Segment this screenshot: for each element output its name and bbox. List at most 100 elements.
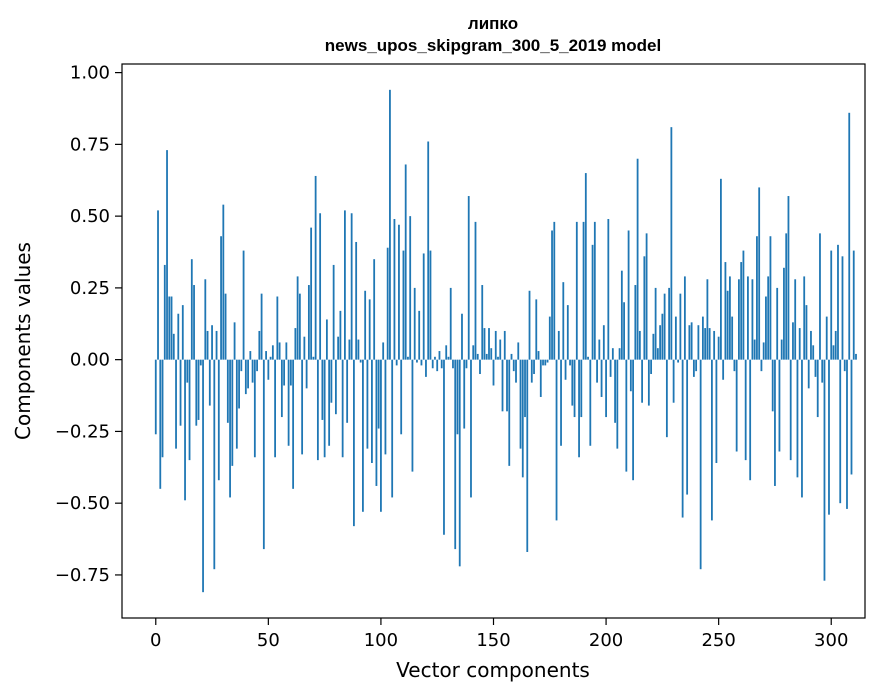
x-tick-label: 100 — [364, 630, 398, 651]
bar — [593, 221, 596, 360]
bar — [758, 187, 761, 360]
bar — [713, 330, 716, 360]
bar — [461, 313, 463, 360]
bar — [501, 359, 504, 412]
bar — [285, 342, 288, 360]
bar — [368, 299, 371, 360]
bar — [443, 359, 445, 535]
bar — [247, 359, 249, 389]
bar — [206, 330, 209, 360]
bar — [479, 359, 481, 375]
bar — [262, 359, 265, 550]
bar — [175, 359, 177, 449]
bar — [226, 359, 229, 423]
bar — [427, 141, 430, 360]
bar — [447, 356, 450, 360]
bar — [407, 356, 409, 360]
bar — [402, 250, 405, 360]
bar — [391, 359, 394, 498]
bar — [821, 359, 824, 383]
bar — [661, 313, 664, 360]
bar — [220, 236, 222, 360]
y-tick-label: 0.25 — [70, 278, 110, 299]
chart-title-line-2: news_upos_skipgram_300_5_2019 model — [325, 36, 661, 55]
bar — [168, 296, 171, 360]
bar — [364, 290, 367, 360]
bar — [812, 345, 815, 360]
bar — [242, 250, 245, 360]
bar — [771, 359, 774, 412]
bar — [665, 359, 668, 438]
y-axis-ticks: 1.00 0.75 0.50 0.25 0.00 −0.25 −0.50 −0.75 — [55, 63, 122, 586]
bar — [355, 241, 358, 360]
bar — [620, 270, 623, 360]
bar — [386, 247, 389, 360]
bar — [303, 336, 306, 360]
bar — [670, 127, 673, 360]
bar — [652, 333, 655, 360]
bar — [686, 359, 689, 495]
bar — [485, 353, 488, 360]
bar — [283, 359, 286, 386]
bar — [472, 345, 475, 360]
y-tick-label: −0.25 — [55, 421, 110, 442]
bar — [634, 285, 637, 360]
bar — [177, 313, 180, 360]
bar — [769, 236, 772, 360]
bar — [357, 339, 360, 360]
bar — [418, 310, 421, 360]
bar — [420, 359, 423, 366]
x-axis-ticks: 0 50 100 150 200 250 300 — [150, 618, 848, 651]
bar — [170, 296, 173, 360]
bar — [638, 330, 641, 360]
bar — [701, 316, 704, 360]
bar — [238, 359, 240, 409]
bar — [474, 221, 477, 360]
bar — [404, 164, 407, 360]
bar — [823, 359, 826, 581]
bar — [494, 330, 497, 360]
bar — [215, 330, 218, 360]
bar — [580, 359, 583, 418]
bar — [350, 213, 353, 360]
bar — [566, 305, 569, 360]
bar — [663, 293, 666, 360]
bar — [481, 285, 484, 360]
bar — [380, 359, 382, 512]
bar — [765, 296, 767, 360]
bar — [692, 359, 695, 377]
bar — [497, 356, 499, 360]
bar — [792, 322, 794, 360]
bar — [298, 293, 301, 360]
bar — [742, 250, 745, 360]
bar — [445, 345, 448, 360]
y-tick-label: 1.00 — [70, 63, 110, 84]
bar — [555, 359, 558, 521]
bar — [553, 221, 556, 360]
bar — [278, 342, 281, 360]
bar — [260, 293, 263, 360]
bar — [749, 359, 752, 481]
x-tick-label: 150 — [476, 630, 510, 651]
bar — [753, 339, 756, 360]
bar — [557, 330, 560, 360]
bar — [197, 359, 200, 420]
bar — [181, 305, 184, 360]
bar — [767, 276, 770, 360]
bar — [672, 359, 675, 403]
bar — [740, 262, 743, 360]
bar — [564, 359, 567, 380]
bar — [508, 359, 511, 466]
bar — [440, 359, 443, 369]
bar — [733, 359, 736, 372]
bar — [616, 359, 619, 449]
bar — [551, 230, 553, 360]
bar — [359, 359, 362, 363]
bar — [632, 359, 634, 481]
bar — [389, 89, 391, 360]
bar — [476, 353, 479, 360]
bar — [265, 351, 267, 360]
bar — [249, 351, 252, 360]
bar — [456, 359, 459, 435]
bar — [762, 342, 765, 360]
